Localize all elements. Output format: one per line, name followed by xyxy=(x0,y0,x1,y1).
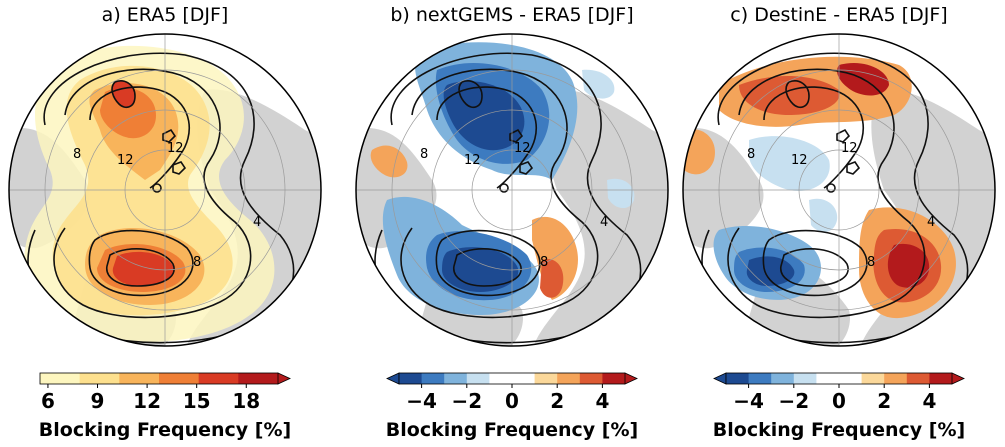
colorbar-segment xyxy=(602,373,626,384)
colorbar: −4 −2 0 2 4 xyxy=(713,372,965,413)
colorbar-segment xyxy=(466,373,490,384)
colorbar: 6 9 12 15 18 xyxy=(39,372,291,413)
panel-era5: a) ERA5 [DJF] xyxy=(0,0,330,447)
svg-text:8: 8 xyxy=(867,255,875,270)
colorbar-segment xyxy=(884,373,908,384)
colorbar-tick-label: 4 xyxy=(922,389,936,413)
colorbar-tick-label: −4 xyxy=(406,389,437,413)
svg-text:4: 4 xyxy=(253,215,261,230)
colorbar-extend-min xyxy=(386,372,400,385)
colorbar-segment xyxy=(929,373,953,384)
colorbar-segment xyxy=(421,373,445,384)
contour-labels: 8 12 12 8 4 xyxy=(420,141,608,270)
colorbar-segment xyxy=(839,373,863,384)
contour-labels: 8 12 12 8 4 xyxy=(747,141,935,270)
colorbar-tick-label: 12 xyxy=(133,389,161,413)
colorbar-tick-label: −2 xyxy=(451,389,482,413)
svg-text:8: 8 xyxy=(193,255,201,270)
difference-field xyxy=(684,56,956,319)
panel-title: c) DestinE - ERA5 [DJF] xyxy=(730,4,948,26)
polar-map: 8 12 12 8 4 xyxy=(355,33,669,347)
map-boundary xyxy=(682,33,996,347)
colorbar-tick-label: 0 xyxy=(505,389,519,413)
colorbar-segment xyxy=(444,373,468,384)
panel-destine-diff: c) DestinE - ERA5 [DJF] xyxy=(674,0,1004,447)
colorbar-segment xyxy=(534,373,558,384)
colorbar-tick-label: 15 xyxy=(183,389,211,413)
colorbar-frame xyxy=(39,372,279,385)
colorbar-tick-label: 9 xyxy=(91,389,105,413)
colorbar-extend-max xyxy=(624,372,638,385)
colorbar-segment xyxy=(793,373,817,384)
colorbar-segment xyxy=(816,373,840,384)
colorbar-segment xyxy=(906,373,930,384)
colorbar-segment xyxy=(399,373,423,384)
colorbar-segment xyxy=(489,373,513,384)
contour-labels: 8 12 12 8 4 xyxy=(73,141,261,270)
svg-text:8: 8 xyxy=(420,147,428,162)
colorbar-segment xyxy=(726,373,750,384)
colorbar-segment xyxy=(579,373,603,384)
svg-text:12: 12 xyxy=(464,153,481,168)
colorbar-tick-label: −4 xyxy=(733,389,764,413)
blocking-field xyxy=(24,45,275,342)
svg-text:8: 8 xyxy=(73,147,81,162)
colorbar-tick-label: 4 xyxy=(595,389,609,413)
colorbar-segment xyxy=(119,373,160,384)
svg-text:4: 4 xyxy=(927,215,935,230)
colorbar-segment xyxy=(512,373,536,384)
colorbar-label: Blocking Frequency [%] xyxy=(38,419,292,441)
graticule xyxy=(9,34,321,346)
panel-nextgems-diff: b) nextGEMS - ERA5 [DJF] xyxy=(347,0,677,447)
colorbar-segment xyxy=(79,373,120,384)
colorbar-extend-max xyxy=(277,372,291,385)
colorbar-label: Blocking Frequency [%] xyxy=(385,419,639,441)
colorbar-segment xyxy=(159,373,200,384)
colorbar: −4 −2 0 2 4 xyxy=(386,372,638,413)
svg-text:4: 4 xyxy=(600,215,608,230)
map-boundary xyxy=(355,33,669,347)
colorbar-segment xyxy=(198,373,239,384)
colorbar-tick-label: 18 xyxy=(232,389,260,413)
colorbar-tick-label: 2 xyxy=(550,389,564,413)
polar-map: 8 12 12 8 4 xyxy=(8,33,322,347)
panel-title: a) ERA5 [DJF] xyxy=(101,4,229,26)
svg-text:12: 12 xyxy=(514,141,531,156)
colorbar-tick-label: −2 xyxy=(778,389,809,413)
colorbar-segment xyxy=(861,373,885,384)
graticule xyxy=(356,34,668,346)
colorbar-segment xyxy=(748,373,772,384)
svg-text:8: 8 xyxy=(747,147,755,162)
colorbar-segment xyxy=(40,373,81,384)
svg-text:12: 12 xyxy=(167,141,184,156)
panel-title: b) nextGEMS - ERA5 [DJF] xyxy=(390,4,634,26)
colorbar-segment xyxy=(557,373,581,384)
svg-text:12: 12 xyxy=(841,141,858,156)
polar-map: 8 12 12 8 4 xyxy=(682,33,996,347)
colorbar-tick-label: 6 xyxy=(41,389,55,413)
colorbar-tick-label: 2 xyxy=(877,389,891,413)
svg-text:12: 12 xyxy=(791,153,808,168)
colorbar-segment xyxy=(238,373,279,384)
svg-text:12: 12 xyxy=(117,153,134,168)
colorbar-label: Blocking Frequency [%] xyxy=(712,419,966,441)
map-boundary xyxy=(8,33,322,347)
graticule xyxy=(683,34,995,346)
colorbar-segment xyxy=(771,373,795,384)
colorbar-extend-min xyxy=(713,372,727,385)
svg-text:8: 8 xyxy=(540,255,548,270)
colorbar-tick-label: 0 xyxy=(832,389,846,413)
colorbar-extend-max xyxy=(951,372,965,385)
